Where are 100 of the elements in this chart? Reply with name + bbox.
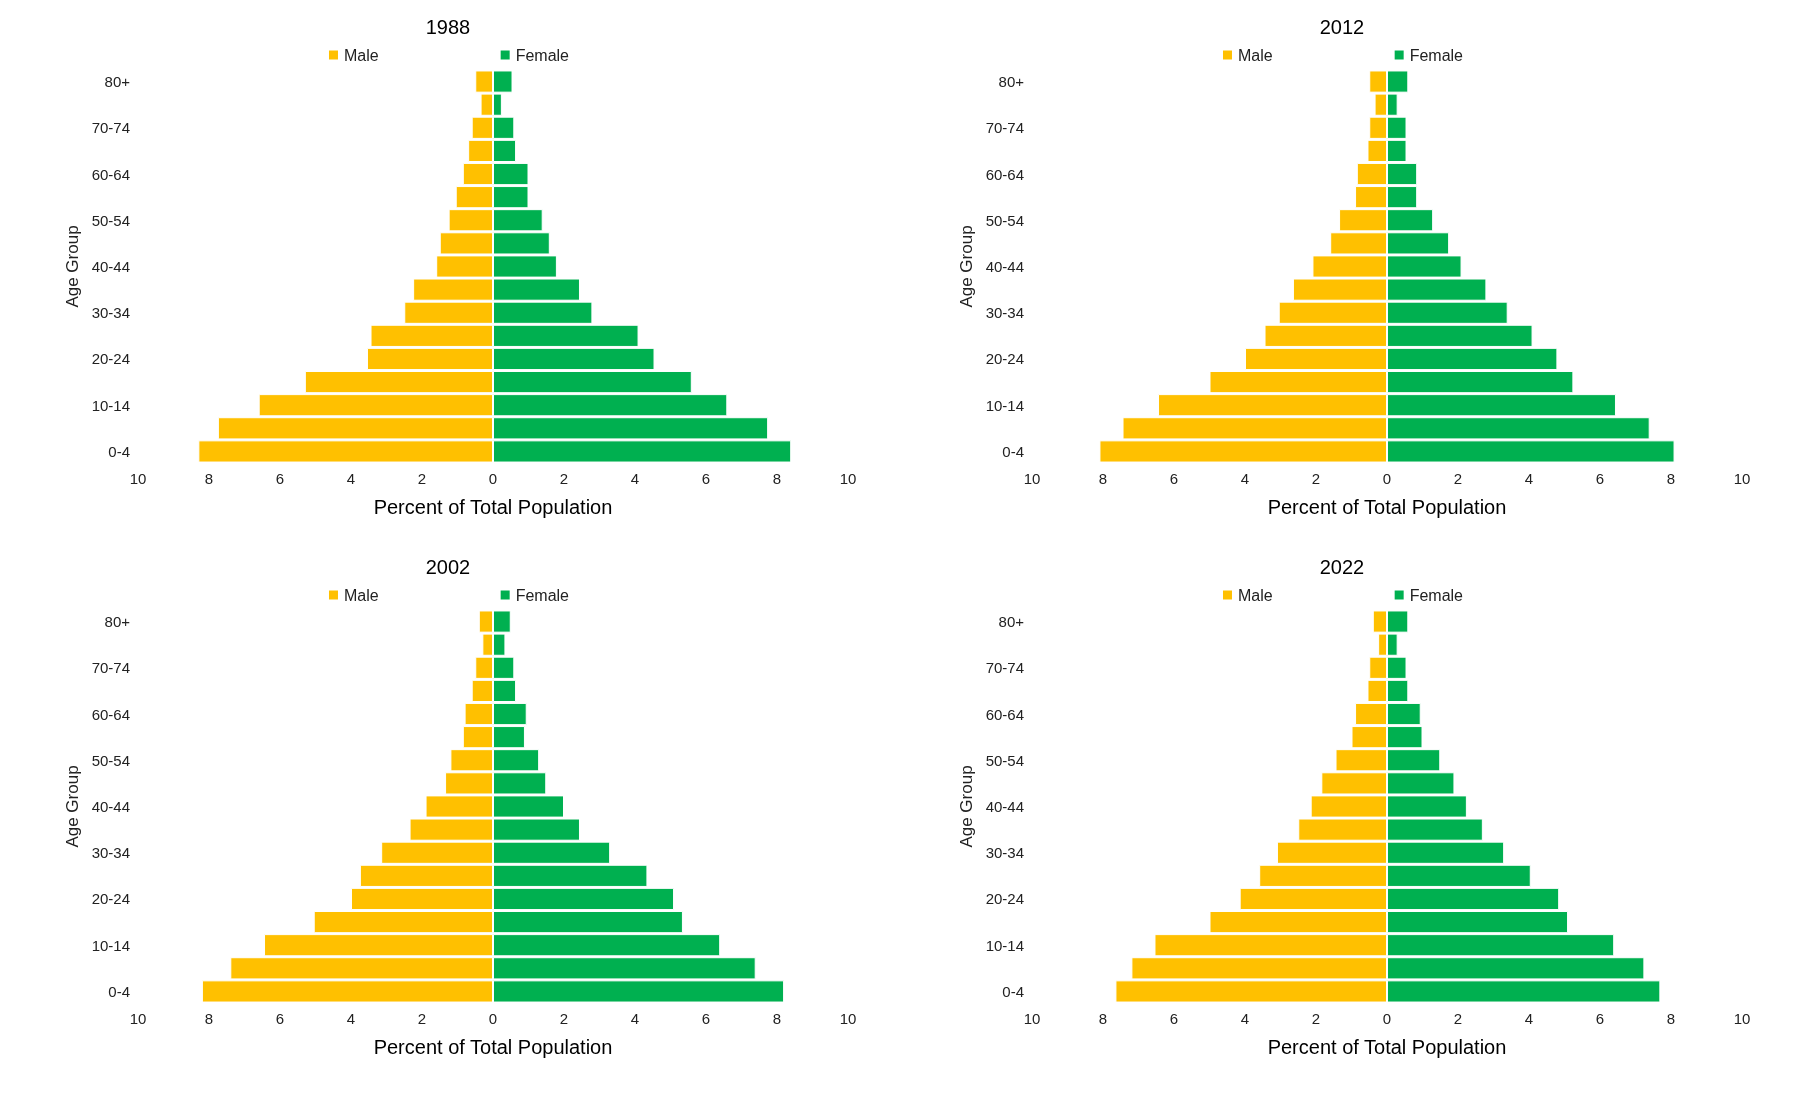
y-axis-title: Age Group: [956, 765, 976, 848]
x-tick-label: 4: [630, 1010, 640, 1027]
x-tick-label: 4: [1240, 1010, 1250, 1027]
y-tick-label: 10-14: [91, 396, 130, 414]
legend-label: Male: [1237, 46, 1273, 64]
legend-label: Female: [1409, 586, 1464, 604]
y-tick-label: 60-64: [985, 165, 1024, 183]
x-axis-title: Percent of Total Population: [373, 496, 613, 518]
x-tick-label: 4: [630, 470, 640, 487]
x-tick-label: 0: [488, 470, 498, 487]
x-tick-label: 8: [1098, 1010, 1108, 1027]
y-tick-label: 70-74: [91, 119, 130, 137]
x-tick-label: 2: [559, 470, 569, 487]
chart-title: 2012: [1319, 16, 1365, 38]
y-tick-label: 50-54: [91, 751, 130, 769]
legend-label: Male: [343, 586, 379, 604]
x-tick-label: 2: [417, 470, 427, 487]
x-tick-label: 4: [346, 470, 356, 487]
chart-title: 1988: [425, 16, 471, 38]
x-tick-label: 6: [275, 1010, 285, 1027]
x-tick-label: 0: [1382, 1010, 1392, 1027]
x-axis-title: Percent of Total Population: [1267, 1036, 1507, 1058]
y-tick-label: 40-44: [91, 258, 130, 275]
chart-title: 2002: [425, 556, 471, 578]
y-tick-label: 80+: [104, 613, 131, 631]
x-tick-label: 4: [1524, 1010, 1534, 1027]
y-tick-label: 10-14: [985, 936, 1024, 954]
x-tick-label: 2: [417, 1010, 427, 1027]
y-tick-label: 40-44: [91, 798, 130, 815]
legend-label: Male: [1237, 586, 1273, 604]
y-tick-label: 80+: [104, 73, 131, 91]
y-tick-label: 70-74: [985, 119, 1024, 137]
x-tick-label: 8: [1666, 470, 1676, 487]
x-tick-label: 8: [204, 470, 214, 487]
x-tick-label: 10: [1733, 1010, 1751, 1027]
y-tick-label: 40-44: [985, 258, 1024, 275]
y-tick-label: 10-14: [91, 936, 130, 954]
y-tick-label: 20-24: [985, 890, 1024, 908]
x-tick-label: 2: [1453, 1010, 1463, 1027]
x-tick-label: 4: [1524, 470, 1534, 487]
y-tick-label: 20-24: [91, 890, 130, 908]
y-tick-label: 70-74: [91, 659, 130, 677]
y-tick-label: 20-24: [91, 350, 130, 368]
y-axis-title: Age Group: [62, 765, 82, 848]
x-tick-label: 6: [701, 470, 711, 487]
chart-title: 2022: [1319, 556, 1365, 578]
x-tick-label: 8: [772, 1010, 782, 1027]
x-tick-label: 10: [1023, 1010, 1041, 1027]
y-tick-label: 0-4: [1002, 982, 1024, 1000]
y-tick-label: 10-14: [985, 396, 1024, 414]
y-tick-label: 70-74: [985, 659, 1024, 677]
y-tick-label: 0-4: [108, 982, 130, 1000]
y-tick-label: 60-64: [985, 705, 1024, 723]
y-tick-label: 60-64: [91, 165, 130, 183]
x-tick-label: 10: [839, 470, 857, 487]
legend-label: Female: [515, 46, 570, 64]
legend-label: Male: [343, 46, 379, 64]
y-axis-title: Age Group: [956, 225, 976, 308]
x-tick-label: 4: [1240, 470, 1250, 487]
y-tick-label: 60-64: [91, 705, 130, 723]
x-tick-label: 4: [346, 1010, 356, 1027]
y-tick-label: 0-4: [1002, 442, 1024, 460]
y-tick-label: 80+: [998, 73, 1025, 91]
x-tick-label: 2: [1311, 470, 1321, 487]
x-tick-label: 2: [1453, 470, 1463, 487]
y-tick-label: 0-4: [108, 442, 130, 460]
x-axis-title: Percent of Total Population: [373, 1036, 613, 1058]
x-tick-label: 8: [772, 470, 782, 487]
legend-label: Female: [1409, 46, 1464, 64]
y-tick-label: 80+: [998, 613, 1025, 631]
x-tick-label: 8: [1098, 470, 1108, 487]
y-tick-label: 50-54: [985, 211, 1024, 229]
y-tick-label: 30-34: [985, 304, 1024, 322]
x-axis-title: Percent of Total Population: [1267, 496, 1507, 518]
x-tick-label: 10: [1733, 470, 1751, 487]
x-tick-label: 6: [701, 1010, 711, 1027]
x-tick-label: 6: [275, 470, 285, 487]
x-tick-label: 6: [1169, 1010, 1179, 1027]
legend-label: Female: [515, 586, 570, 604]
y-tick-label: 40-44: [985, 798, 1024, 815]
x-tick-label: 6: [1595, 1010, 1605, 1027]
y-tick-label: 50-54: [985, 751, 1024, 769]
y-axis-title: Age Group: [62, 225, 82, 308]
x-tick-label: 6: [1169, 470, 1179, 487]
x-tick-label: 10: [129, 1010, 147, 1027]
x-tick-label: 0: [1382, 470, 1392, 487]
y-tick-label: 30-34: [985, 844, 1024, 862]
y-tick-label: 50-54: [91, 211, 130, 229]
x-tick-label: 0: [488, 1010, 498, 1027]
x-tick-label: 8: [204, 1010, 214, 1027]
x-tick-label: 8: [1666, 1010, 1676, 1027]
y-tick-label: 30-34: [91, 304, 130, 322]
x-tick-label: 10: [129, 470, 147, 487]
y-tick-label: 20-24: [985, 350, 1024, 368]
x-tick-label: 10: [1023, 470, 1041, 487]
x-tick-label: 2: [559, 1010, 569, 1027]
x-tick-label: 10: [839, 1010, 857, 1027]
y-tick-label: 30-34: [91, 844, 130, 862]
x-tick-label: 2: [1311, 1010, 1321, 1027]
x-tick-label: 6: [1595, 470, 1605, 487]
